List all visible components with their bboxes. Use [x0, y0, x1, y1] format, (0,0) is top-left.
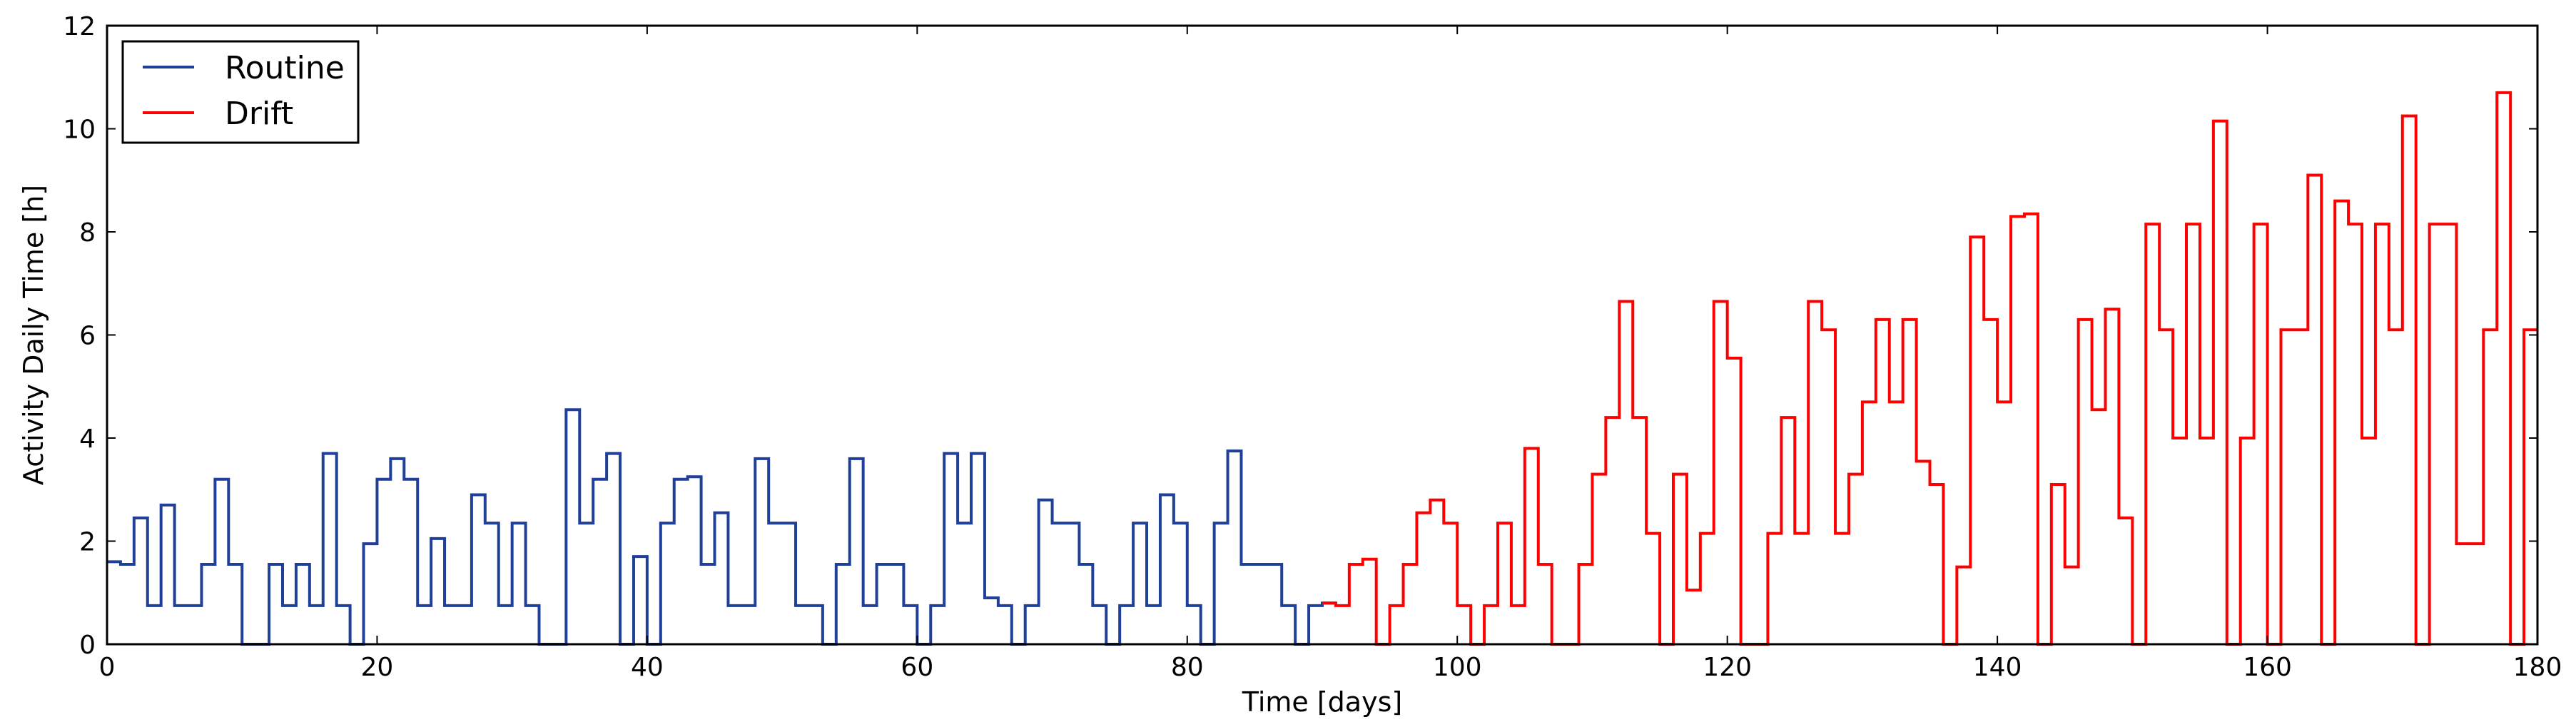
series-line-routine — [107, 408, 1336, 646]
y-axis-label: Activity Daily Time [h] — [18, 185, 49, 485]
y-tick-label: 0 — [79, 631, 96, 660]
legend-box — [121, 40, 360, 144]
x-tick-label: 40 — [631, 653, 664, 682]
x-axis-label: Time [days] — [1242, 686, 1402, 718]
legend-label-routine: Routine — [225, 50, 345, 86]
x-tick-label: 180 — [2513, 653, 2562, 682]
x-tick-label: 140 — [1973, 653, 2022, 682]
x-tick-label: 100 — [1433, 653, 1482, 682]
ticks-layer: 0 20 40 60 80 100 120 140 160 180 0 2 4 6 8 10 12 — [63, 12, 2562, 682]
x-tick-label: 20 — [361, 653, 394, 682]
x-tick-label: 60 — [901, 653, 933, 682]
legend: Routine Drift — [121, 40, 360, 144]
x-tick-label: 80 — [1171, 653, 1204, 682]
x-tick-label: 120 — [1703, 653, 1752, 682]
y-tick-label: 4 — [79, 424, 96, 454]
x-tick-label: 160 — [2243, 653, 2292, 682]
y-tick-label: 10 — [63, 116, 96, 145]
y-tick-label: 8 — [79, 218, 96, 248]
y-tick-label: 12 — [63, 12, 96, 41]
y-tick-label: 6 — [79, 322, 96, 351]
y-tick-label: 2 — [79, 528, 96, 557]
legend-label-drift: Drift — [225, 96, 293, 132]
x-tick-label: 0 — [99, 653, 116, 682]
